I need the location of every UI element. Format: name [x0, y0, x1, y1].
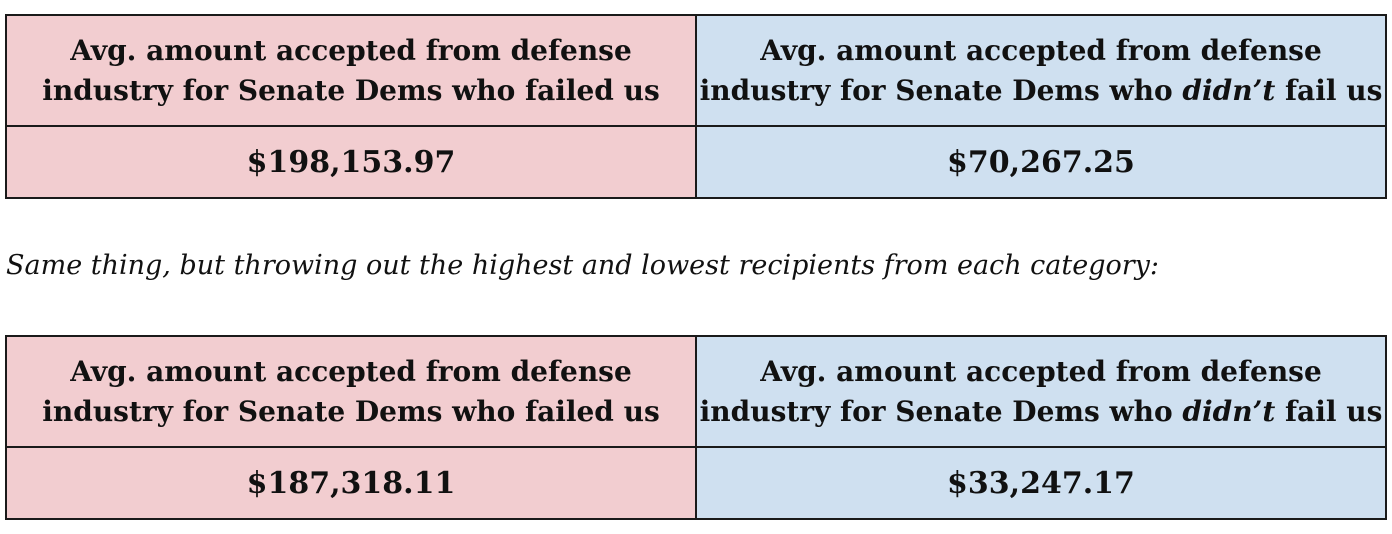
header-line-2-start: industry for Senate Dems who	[699, 73, 1183, 107]
table-value-row: $187,318.11 $33,247.17	[5, 446, 1387, 520]
value-didnt-fail-us: $33,247.17	[695, 446, 1387, 520]
header-line-1: Avg. amount accepted from defense	[760, 354, 1322, 388]
value-failed-us: $187,318.11	[5, 446, 697, 520]
table-value-row: $198,153.97 $70,267.25	[5, 125, 1387, 199]
header-line-1: Avg. amount accepted from defense	[70, 33, 632, 67]
header-line-2: industry for Senate Dems who failed us	[42, 73, 660, 107]
table-caption: Same thing, but throwing out the highest…	[6, 250, 1160, 281]
header-emphasis: didn’t	[1182, 73, 1276, 107]
header-emphasis: didn’t	[1182, 394, 1276, 428]
header-line-2-start: industry for Senate Dems who	[699, 394, 1183, 428]
comparison-table-trimmed: Avg. amount accepted from defense indust…	[5, 335, 1387, 520]
header-line-1: Avg. amount accepted from defense	[70, 354, 632, 388]
header-line-2-end: fail us	[1275, 394, 1383, 428]
header-line-2: industry for Senate Dems who didn’t fail…	[697, 392, 1385, 432]
header-line-1: Avg. amount accepted from defense	[760, 33, 1322, 67]
header-didnt-fail-us: Avg. amount accepted from defense indust…	[695, 335, 1387, 448]
value-failed-us: $198,153.97	[5, 125, 697, 199]
comparison-table-all: Avg. amount accepted from defense indust…	[5, 14, 1387, 199]
header-line-2-end: fail us	[1275, 73, 1383, 107]
header-failed-us: Avg. amount accepted from defense indust…	[5, 335, 697, 448]
header-line-2: industry for Senate Dems who didn’t fail…	[697, 71, 1385, 111]
header-didnt-fail-us: Avg. amount accepted from defense indust…	[695, 14, 1387, 127]
table-header-row: Avg. amount accepted from defense indust…	[5, 335, 1387, 448]
header-line-2: industry for Senate Dems who failed us	[42, 394, 660, 428]
value-didnt-fail-us: $70,267.25	[695, 125, 1387, 199]
table-header-row: Avg. amount accepted from defense indust…	[5, 14, 1387, 127]
header-failed-us: Avg. amount accepted from defense indust…	[5, 14, 697, 127]
